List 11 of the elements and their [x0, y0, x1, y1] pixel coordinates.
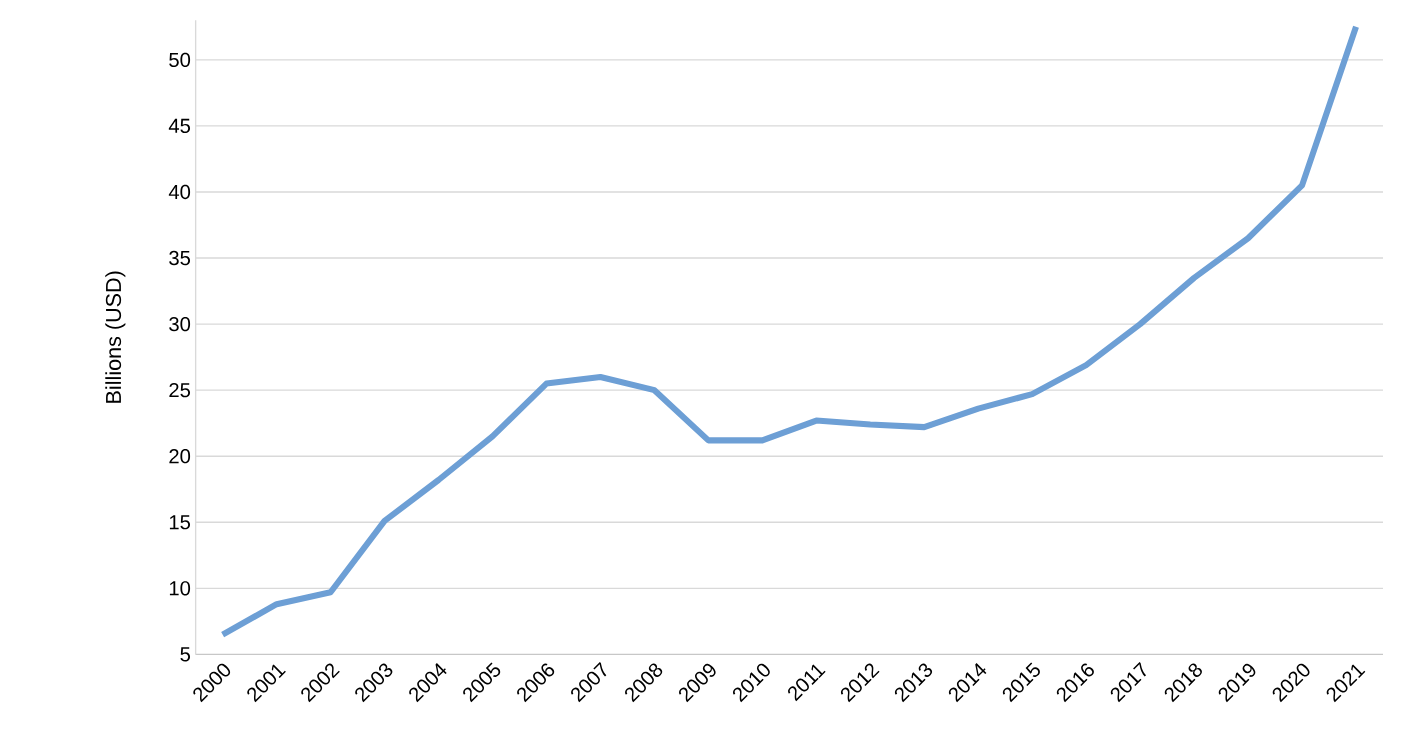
y-tick-label: 15: [169, 515, 191, 530]
y-tick-label: 25: [169, 383, 191, 398]
y-tick-label: 30: [169, 317, 191, 332]
y-tick-label: 10: [169, 581, 191, 596]
y-tick-label: 40: [168, 185, 191, 200]
y-tick-label: 20: [169, 449, 191, 464]
y-axis-title: Billions (USD): [105, 271, 126, 403]
y-tick-label: 35: [169, 251, 191, 266]
y-tick-label: 50: [169, 52, 191, 68]
y-tick-label: 5: [180, 647, 191, 662]
y-tick-label: 45: [168, 119, 191, 134]
